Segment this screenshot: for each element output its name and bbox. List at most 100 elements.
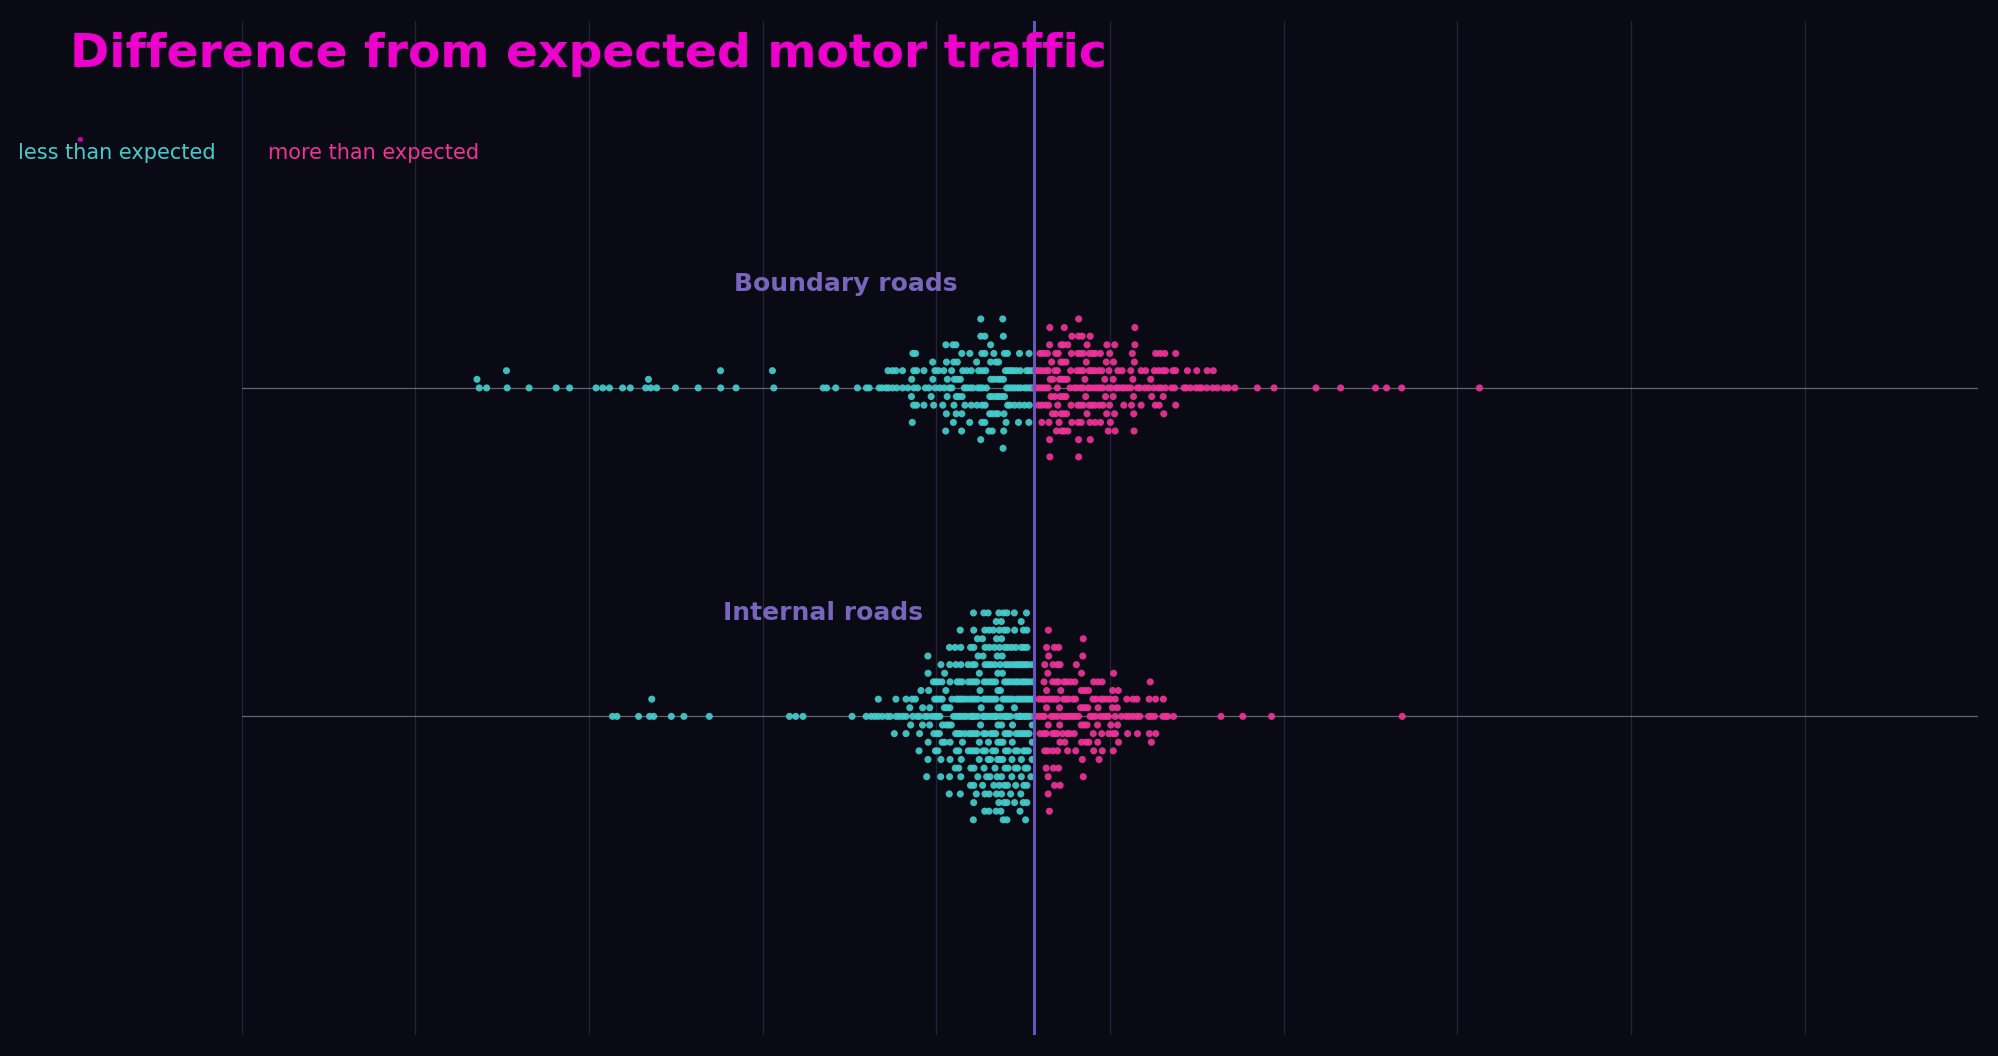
Point [1015, 734, 1047, 751]
Point [1081, 379, 1113, 396]
Point [911, 708, 943, 724]
Point [1097, 371, 1129, 388]
Point [779, 708, 811, 724]
Point [1185, 379, 1217, 396]
Point [1093, 725, 1125, 742]
Point [999, 742, 1031, 759]
Point [1159, 379, 1191, 396]
Point [975, 337, 1007, 354]
Point [871, 379, 903, 396]
Point [1005, 691, 1037, 708]
Point [1011, 622, 1043, 639]
Point [987, 345, 1019, 362]
Point [1149, 362, 1181, 379]
Point [1011, 656, 1043, 673]
Point [1037, 371, 1069, 388]
Point [1299, 379, 1331, 396]
Point [895, 389, 927, 406]
Point [985, 803, 1017, 819]
Point [973, 422, 1005, 439]
Point [1069, 371, 1101, 388]
Point [1063, 708, 1095, 724]
Point [973, 389, 1005, 406]
Point [991, 674, 1023, 691]
Point [915, 708, 947, 724]
Point [1061, 397, 1093, 414]
Point [1073, 414, 1105, 431]
Point [1087, 397, 1119, 414]
Point [949, 397, 981, 414]
Point [983, 699, 1015, 716]
Point [961, 691, 993, 708]
Point [983, 751, 1015, 768]
Point [1105, 379, 1137, 396]
Point [929, 665, 961, 682]
Point [1043, 734, 1075, 751]
Text: Difference from expected motor traffic: Difference from expected motor traffic [70, 32, 1107, 77]
Point [987, 406, 1019, 422]
Point [1117, 354, 1149, 371]
Point [917, 371, 949, 388]
Point [917, 354, 949, 371]
Point [1051, 337, 1083, 354]
Point [1015, 751, 1047, 768]
Point [1085, 414, 1117, 431]
Point [989, 708, 1021, 724]
Point [1101, 362, 1133, 379]
Point [1091, 379, 1123, 396]
Point [869, 379, 901, 396]
Point [997, 717, 1029, 734]
Point [877, 379, 909, 396]
Point [991, 742, 1023, 759]
Point [1071, 406, 1103, 422]
Point [1031, 786, 1063, 803]
Point [1007, 622, 1039, 639]
Point [981, 630, 1013, 647]
Point [925, 734, 957, 751]
Point [1019, 708, 1051, 724]
Point [963, 682, 995, 699]
Point [1065, 751, 1097, 768]
Point [993, 379, 1025, 396]
Point [981, 751, 1013, 768]
Point [965, 397, 997, 414]
Point [897, 362, 929, 379]
Point [1121, 691, 1153, 708]
Point [1191, 379, 1223, 396]
Point [1129, 379, 1161, 396]
Point [1013, 345, 1045, 362]
Point [993, 691, 1025, 708]
Point [1151, 708, 1183, 724]
Point [1005, 725, 1037, 742]
Point [1023, 691, 1055, 708]
Point [951, 742, 983, 759]
Point [1109, 379, 1141, 396]
Point [553, 379, 585, 396]
Point [633, 708, 665, 724]
Point [979, 786, 1011, 803]
Point [961, 674, 993, 691]
Point [961, 769, 993, 786]
Point [969, 622, 1001, 639]
Point [1079, 397, 1111, 414]
Point [925, 674, 957, 691]
Point [1045, 354, 1077, 371]
Point [1031, 742, 1063, 759]
Point [997, 604, 1029, 621]
Point [1117, 406, 1149, 422]
Point [1101, 699, 1133, 716]
Point [635, 379, 667, 396]
Point [961, 742, 993, 759]
Point [1123, 708, 1155, 724]
Point [955, 759, 987, 776]
Point [861, 691, 893, 708]
Point [1079, 414, 1111, 431]
Point [1147, 691, 1179, 708]
Point [955, 656, 987, 673]
Point [1115, 362, 1147, 379]
Point [1055, 345, 1087, 362]
Point [1049, 691, 1081, 708]
Point [965, 345, 997, 362]
Point [1125, 362, 1157, 379]
Point [943, 725, 975, 742]
